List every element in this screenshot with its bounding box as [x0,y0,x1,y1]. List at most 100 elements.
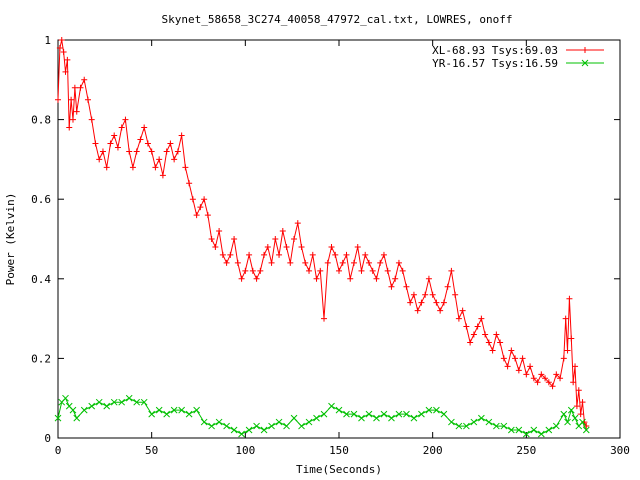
data-point [77,84,84,91]
data-point [294,220,301,227]
data-point [534,379,541,386]
data-point [365,410,373,418]
data-point [321,315,328,322]
data-point [455,422,463,430]
data-point [373,414,380,422]
data-point [107,140,114,147]
data-point [234,259,241,266]
data-point [193,212,200,219]
data-point [114,144,121,151]
data-point [320,410,328,418]
data-point [455,315,462,322]
y-tick-label: 0.2 [31,352,51,365]
data-point [470,331,477,338]
data-point [328,402,335,410]
data-point [110,398,118,406]
data-point [542,375,549,382]
data-point [530,426,538,434]
data-point [268,422,275,430]
data-point [515,426,523,434]
data-point [163,148,170,155]
data-point [283,422,290,430]
data-point [564,347,571,354]
data-point [410,291,417,298]
data-point [549,383,556,390]
data-point [373,275,380,282]
data-point [182,164,189,171]
data-point [92,140,99,147]
data-point [395,259,402,266]
data-point [463,323,470,330]
data-point [96,156,103,163]
y-tick-label: 0.8 [31,114,51,127]
data-point [54,414,62,422]
data-point [118,398,126,406]
data-point [343,251,350,258]
data-point [395,410,403,418]
data-point [410,414,418,422]
data-point [493,422,500,430]
data-point [418,299,425,306]
series-yr [54,394,590,438]
data-point [336,267,342,274]
data-point [582,426,590,434]
data-point [118,124,125,131]
data-point [448,418,455,426]
data-point [343,410,350,418]
data-point [362,251,369,258]
data-point [515,367,522,374]
data-point [568,335,575,342]
data-point [380,410,388,418]
series-xl [55,37,590,430]
data-point [444,283,451,290]
data-point [148,148,155,155]
data-point [144,140,151,147]
data-point [170,406,178,414]
data-point [497,339,504,346]
data-point [560,355,567,362]
data-point [553,371,560,378]
data-point [238,275,245,282]
x-tick-label: 0 [55,444,62,457]
data-point [522,430,530,438]
data-point [332,251,339,258]
data-point [71,84,78,91]
data-point [306,267,313,274]
data-point [264,243,271,250]
data-point [377,259,384,266]
data-point [223,422,230,430]
data-point [204,212,211,219]
data-point [290,414,298,422]
data-point [358,414,365,422]
data-point [171,156,178,163]
data-point [545,379,552,386]
data-point [200,418,208,426]
data-point [257,267,264,274]
data-point [567,406,575,414]
data-point [429,291,436,298]
data-point [579,399,586,406]
data-point [261,251,268,258]
data-point [122,116,129,123]
data-point [425,275,432,282]
data-point [489,347,496,354]
data-point [388,414,395,422]
data-point [575,387,582,394]
data-point [219,251,226,258]
data-point [156,156,163,163]
data-point [433,406,440,414]
data-point [62,394,69,402]
data-point [275,418,283,426]
data-point [56,44,63,51]
data-point [148,410,156,418]
data-point [350,410,358,418]
data-point [103,402,111,410]
data-point [403,283,410,290]
data-point [347,275,354,282]
data-point [55,96,61,103]
data-point [425,406,433,414]
data-point [167,140,174,147]
y-tick-label: 0 [44,432,51,445]
data-point [272,236,279,242]
y-tick-label: 1 [44,34,51,47]
